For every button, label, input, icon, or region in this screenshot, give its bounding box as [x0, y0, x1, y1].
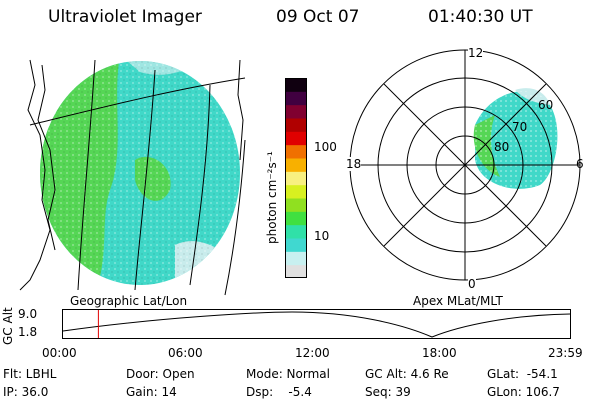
- status-filter: Flt: LBHL: [3, 367, 57, 381]
- uv-image-left: [40, 61, 240, 285]
- status-glat: GLat: -54.1: [487, 367, 558, 381]
- timeline-tick-0600: 06:00: [168, 346, 203, 360]
- mlt-6-label: 6: [576, 157, 584, 171]
- colorbar-segment: [285, 104, 307, 119]
- date-label: 09 Oct 07: [276, 7, 360, 27]
- status-gain: Gain: 14: [126, 385, 177, 399]
- mlat-70-label: 70: [512, 120, 528, 134]
- time-label: 01:40:30 UT: [428, 7, 533, 27]
- colorbar-segment: [285, 184, 307, 199]
- geographic-map: [19, 59, 246, 296]
- orbit-timeline: [62, 309, 571, 339]
- timeline-tick-1800: 18:00: [422, 346, 457, 360]
- polar-plot: [349, 49, 581, 281]
- status-glon: GLon: 106.7: [487, 385, 560, 399]
- colorbar-segment: [285, 144, 307, 159]
- colorbar-segment: [285, 158, 307, 172]
- colorbar-segment: [285, 251, 307, 266]
- status-door: Door: Open: [126, 367, 195, 381]
- mlt-0-label: 0: [468, 277, 476, 291]
- timeline-ymin: 1.8: [18, 325, 38, 339]
- colorbar-segment: [285, 224, 307, 239]
- colorbar-segment: [285, 198, 307, 212]
- colorbar-tick-10: 10: [314, 229, 330, 243]
- geo-grid-lines: [29, 59, 246, 296]
- colorbar-segment: [285, 118, 307, 132]
- colorbar-segment: [285, 91, 307, 106]
- status-seq: Seq: 39: [365, 385, 411, 399]
- timeline-tick-0000: 00:00: [42, 346, 77, 360]
- status-ip: IP: 36.0: [3, 385, 49, 399]
- mlt-18-label: 18: [346, 157, 362, 171]
- status-dsp: Dsp: -5.4: [246, 385, 312, 399]
- colorbar-tick-100: 100: [314, 140, 337, 154]
- instrument-title: Ultraviolet Imager: [48, 7, 202, 27]
- colorbar-segment: [285, 238, 307, 252]
- colorbar-segment: [285, 171, 307, 186]
- colorbar-segment: [285, 131, 307, 146]
- colorbar: [285, 78, 307, 278]
- colorbar-segment: [285, 264, 307, 278]
- status-gc-alt: GC Alt: 4.6 Re: [365, 367, 449, 381]
- polar-grid: [349, 49, 581, 281]
- status-mode: Mode: Normal: [246, 367, 330, 381]
- mlat-80-label: 80: [494, 140, 510, 154]
- apex-map-label: Apex MLat/MLT: [413, 294, 503, 308]
- timeline-tick-2359: 23:59: [548, 346, 583, 360]
- timeline-tick-1200: 12:00: [295, 346, 330, 360]
- altitude-curve: [62, 311, 571, 338]
- colorbar-segment: [285, 78, 307, 92]
- colorbar-segment: [285, 211, 307, 226]
- timeline-ymax: 9.0: [18, 307, 38, 321]
- coastline: [19, 59, 51, 291]
- geo-map-label: Geographic Lat/Lon: [70, 294, 188, 308]
- mlat-60-label: 60: [538, 98, 554, 112]
- colorbar-unit-label: photon cm⁻²s⁻¹: [265, 151, 279, 244]
- mlt-12-label: 12: [468, 46, 484, 60]
- timeline-ylabel: GC Alt: [1, 307, 15, 345]
